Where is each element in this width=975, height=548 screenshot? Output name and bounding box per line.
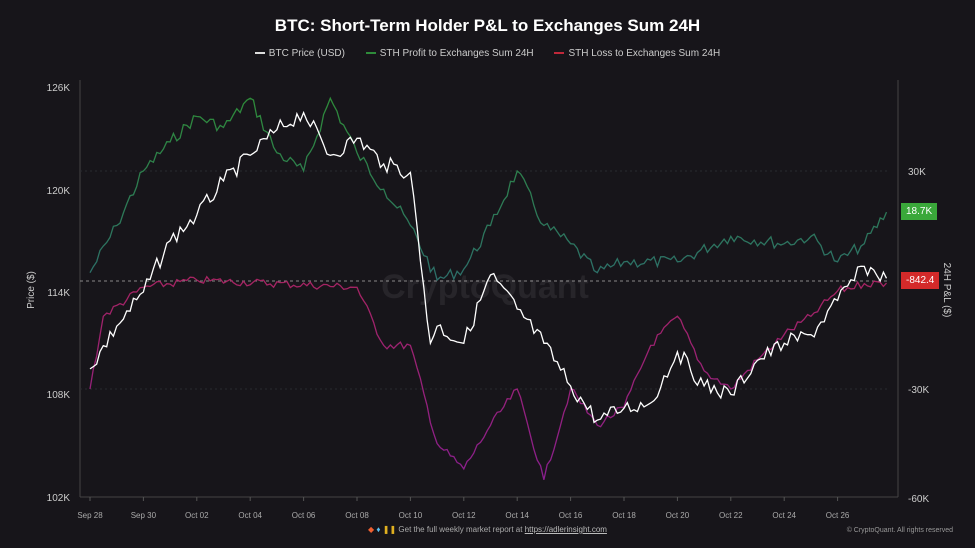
chart-title: BTC: Short-Term Holder P&L to Exchanges … — [274, 16, 701, 35]
x-tick-label: Oct 12 — [452, 511, 476, 520]
x-tick-label: Sep 28 — [77, 511, 103, 520]
right-tick-label: -60K — [908, 494, 929, 505]
footer-text: Get the full weekly market report at — [398, 525, 523, 534]
left-tick-label: 102K — [47, 493, 71, 504]
loss-current-badge: -842.4 — [901, 272, 940, 289]
x-tick-label: Oct 16 — [559, 511, 583, 520]
series-line-sth-profit — [89, 96, 888, 282]
legend-swatch — [554, 52, 565, 55]
x-tick-label: Oct 04 — [238, 511, 262, 520]
x-tick-label: Oct 26 — [826, 511, 850, 520]
series-line-btc-price — [89, 110, 888, 424]
x-tick-label: Oct 10 — [399, 511, 423, 520]
right-tick-label: -30K — [908, 385, 929, 396]
footer-link[interactable]: https://adlerinsight.com — [524, 525, 607, 534]
x-tick-label: Oct 14 — [505, 511, 529, 520]
x-tick-label: Oct 24 — [772, 511, 796, 520]
legend-item-profit[interactable]: STH Profit to Exchanges Sum 24H — [365, 48, 534, 59]
footer-emoji-icons: ◆ ♦ ❚❚ — [368, 525, 397, 534]
right-tick-label: 30K — [908, 167, 926, 178]
copyright: © CryptoQuant. All rights reserved — [846, 527, 953, 534]
x-tick-label: Oct 02 — [185, 511, 209, 520]
left-tick-label: 120K — [47, 186, 71, 197]
x-tick-label: Sep 30 — [131, 511, 157, 520]
left-axis-title: Price ($) — [26, 271, 37, 309]
left-tick-label: 108K — [47, 390, 71, 401]
x-tick-label: Oct 08 — [345, 511, 369, 520]
left-tick-label: 114K — [47, 288, 70, 299]
legend-item-loss[interactable]: STH Loss to Exchanges Sum 24H — [554, 48, 720, 59]
legend-label: STH Profit to Exchanges Sum 24H — [379, 48, 534, 59]
x-tick-label: Oct 18 — [612, 511, 636, 520]
profit-current-badge: 18.7K — [901, 203, 938, 220]
x-tick-label: Oct 20 — [666, 511, 690, 520]
legend-swatch — [254, 52, 265, 55]
x-tick-label: Oct 06 — [292, 511, 316, 520]
footer: ◆ ♦ ❚❚ Get the full weekly market report… — [0, 525, 975, 534]
legend-swatch — [365, 52, 376, 55]
series-line-sth-loss — [89, 275, 887, 480]
legend-item-price[interactable]: BTC Price (USD) — [254, 48, 345, 59]
right-axis-title: 24H P&L ($) — [941, 263, 952, 318]
left-tick-label: 126K — [47, 83, 71, 94]
legend-label: BTC Price (USD) — [268, 48, 345, 59]
legend-label: STH Loss to Exchanges Sum 24H — [568, 48, 721, 59]
legend: BTC Price (USD) STH Profit to Exchanges … — [0, 48, 975, 59]
x-tick-label: Oct 22 — [719, 511, 743, 520]
